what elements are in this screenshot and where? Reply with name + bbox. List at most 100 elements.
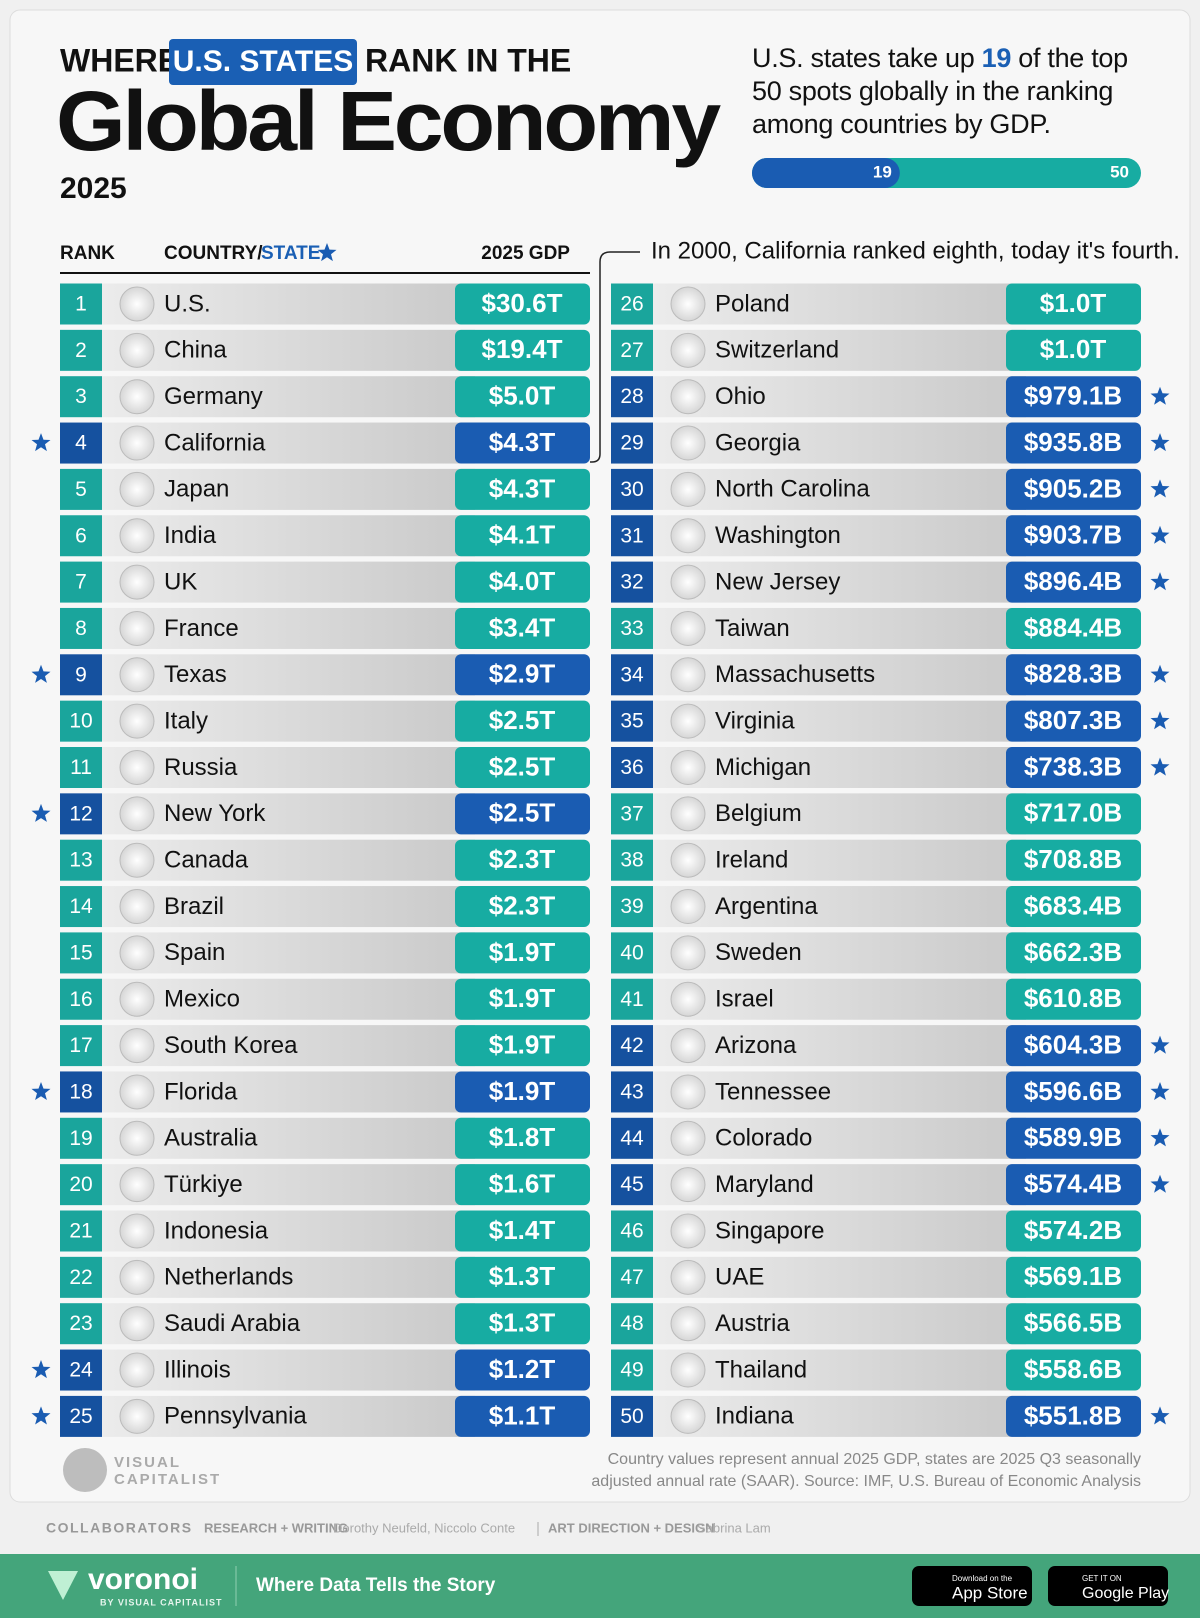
- rank: 49: [620, 1359, 643, 1382]
- gdp-box: [455, 1117, 590, 1159]
- rank: 31: [620, 524, 643, 547]
- rank-box: [611, 1164, 653, 1206]
- row-bg: [100, 793, 475, 835]
- row-bg: [100, 932, 475, 974]
- name: North Carolina: [715, 476, 870, 503]
- gdp: $903.7B: [1024, 520, 1122, 550]
- flag: [119, 564, 155, 600]
- gdp-box: [1006, 1071, 1141, 1113]
- state-star: [1150, 1128, 1170, 1147]
- row-bg: [651, 1164, 1026, 1206]
- google-play-badge[interactable]: [1048, 1566, 1168, 1606]
- gdp-box: [455, 1256, 590, 1298]
- row-bg: [100, 1395, 475, 1437]
- row-bg: [100, 1071, 475, 1113]
- subtitle-highlight: 19: [981, 43, 1012, 73]
- rank: 26: [620, 293, 643, 316]
- flag: [670, 332, 706, 368]
- gdp-box: [455, 747, 590, 788]
- row-bg: [100, 978, 475, 1020]
- rank-box: [611, 1117, 653, 1159]
- gdp-box: [455, 700, 590, 742]
- rank: 20: [69, 1173, 92, 1196]
- flag: [670, 610, 706, 646]
- rank: 42: [620, 1034, 643, 1057]
- gdp-box: [1006, 283, 1141, 325]
- name: New York: [164, 800, 266, 827]
- row-bg: [651, 1025, 1026, 1067]
- row-bg: [651, 561, 1026, 603]
- row-bg: [100, 329, 475, 371]
- rank-box: [611, 1071, 653, 1113]
- year: 2025: [60, 172, 127, 205]
- row-bg: [651, 422, 1026, 464]
- rank: 25: [69, 1405, 92, 1428]
- col-state: STATE: [261, 243, 320, 264]
- gdp-box: [1006, 376, 1141, 418]
- row-bg: [651, 607, 1026, 649]
- rank: 9: [75, 663, 87, 686]
- row-bg: [651, 1210, 1026, 1252]
- row-bg: [651, 747, 1026, 788]
- row-bg: [100, 607, 475, 649]
- gdp-box: [455, 886, 590, 928]
- gdp: $662.3B: [1024, 937, 1122, 967]
- name: Massachusetts: [715, 661, 875, 688]
- gdp: $1.9T: [489, 937, 556, 967]
- state-star: [1150, 525, 1170, 544]
- row-bg: [100, 1117, 475, 1159]
- annotation-connector: [590, 251, 640, 463]
- row-bg: [100, 1349, 475, 1391]
- rank-box: [611, 793, 653, 835]
- gdp: $604.3B: [1024, 1029, 1122, 1059]
- flag: [119, 610, 155, 646]
- rank: 16: [69, 988, 92, 1011]
- credits-label: RESEARCH + WRITING: [204, 1520, 348, 1535]
- flag: [119, 889, 155, 925]
- row-bg: [651, 515, 1026, 557]
- rank: 24: [69, 1359, 93, 1382]
- name: Japan: [164, 476, 229, 503]
- gdp-box: [1006, 747, 1141, 788]
- name: Belgium: [715, 800, 802, 827]
- row-bg: [100, 515, 475, 557]
- rank: 22: [69, 1266, 92, 1289]
- state-star: [31, 803, 51, 822]
- rank-box: [60, 561, 102, 603]
- gdp: $4.0T: [489, 566, 556, 596]
- rank: 1: [75, 293, 87, 316]
- gdp: $2.3T: [489, 890, 556, 920]
- flag: [119, 1213, 155, 1249]
- name: Türkiye: [164, 1171, 243, 1198]
- flag: [670, 1074, 706, 1110]
- name: Mexico: [164, 986, 240, 1013]
- name: Ohio: [715, 383, 766, 410]
- rank: 3: [75, 385, 87, 408]
- flag: [119, 425, 155, 461]
- rank-box: [60, 468, 102, 510]
- name: Tennessee: [715, 1078, 831, 1105]
- state-star: [1150, 1406, 1170, 1425]
- flag: [670, 657, 706, 693]
- rank: 19: [69, 1127, 92, 1150]
- gdp-box: [455, 561, 590, 603]
- app-store-badge[interactable]: [912, 1566, 1032, 1606]
- name: UAE: [715, 1264, 764, 1291]
- rank: 50: [620, 1405, 643, 1428]
- row-bg: [651, 376, 1026, 418]
- gdp: $896.4B: [1024, 566, 1122, 596]
- state-star: [31, 1082, 51, 1100]
- row-bg: [100, 468, 475, 510]
- rank-box: [60, 1117, 102, 1159]
- row-bg: [100, 283, 475, 325]
- rank-box: [611, 700, 653, 742]
- col-rank: RANK: [60, 243, 115, 264]
- credits-name: Dorothy Neufeld, Niccolo Conte: [333, 1520, 515, 1535]
- rank: 41: [620, 988, 643, 1011]
- gdp: $807.3B: [1024, 705, 1122, 735]
- flag: [670, 842, 706, 878]
- rank-box: [611, 515, 653, 557]
- gdp: $2.5T: [489, 705, 556, 735]
- name: Australia: [164, 1125, 258, 1152]
- flag: [119, 1352, 155, 1388]
